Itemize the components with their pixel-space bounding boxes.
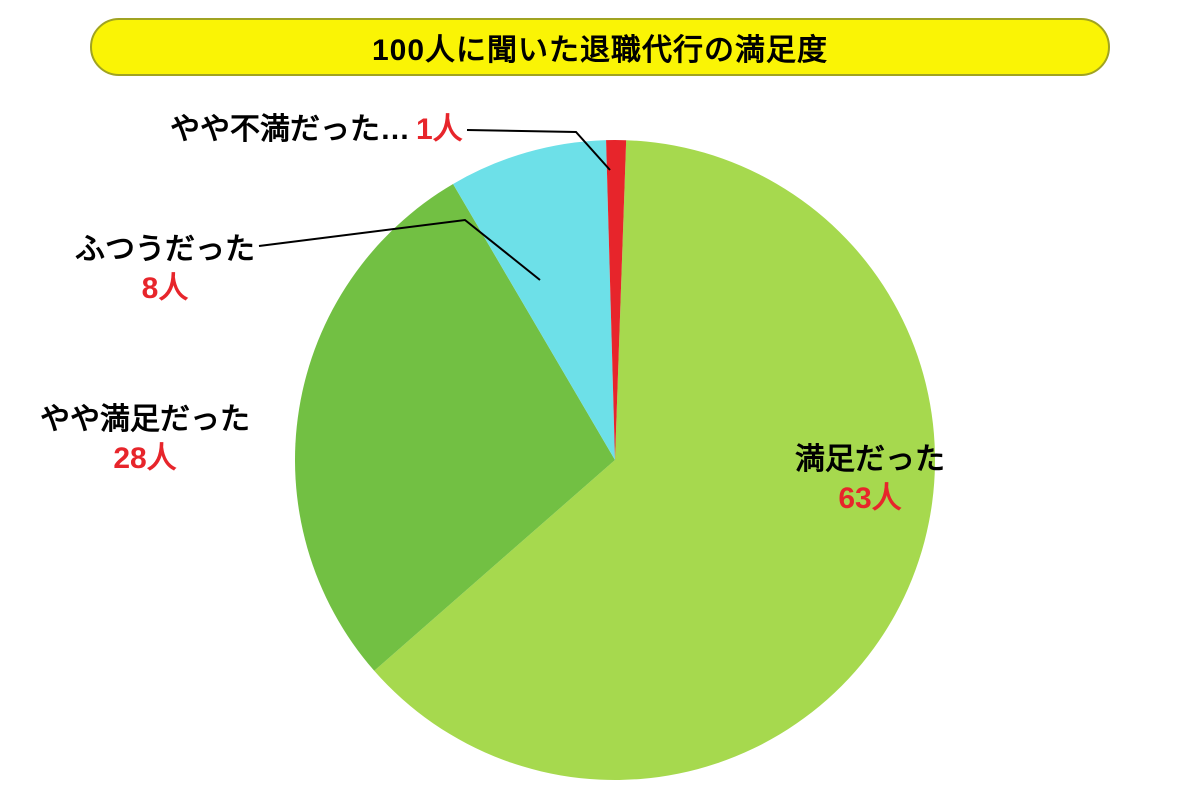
- slice-label: 満足だった63人: [795, 440, 945, 518]
- slice-count: 63人: [795, 479, 945, 518]
- slice-label: やや不満だった…1人: [170, 110, 463, 149]
- slice-label-text: ふつうだった: [75, 233, 255, 266]
- slice-count: 1人: [416, 113, 463, 146]
- slice-label-text: やや不満だった…: [170, 113, 410, 146]
- slice-label-text: 満足だった: [795, 443, 945, 476]
- slice-count: 8人: [75, 269, 255, 308]
- slice-label-text: やや満足だった: [40, 403, 250, 436]
- slice-label: やや満足だった28人: [40, 400, 250, 478]
- slice-count: 28人: [40, 439, 250, 478]
- slice-label: ふつうだった8人: [75, 230, 255, 308]
